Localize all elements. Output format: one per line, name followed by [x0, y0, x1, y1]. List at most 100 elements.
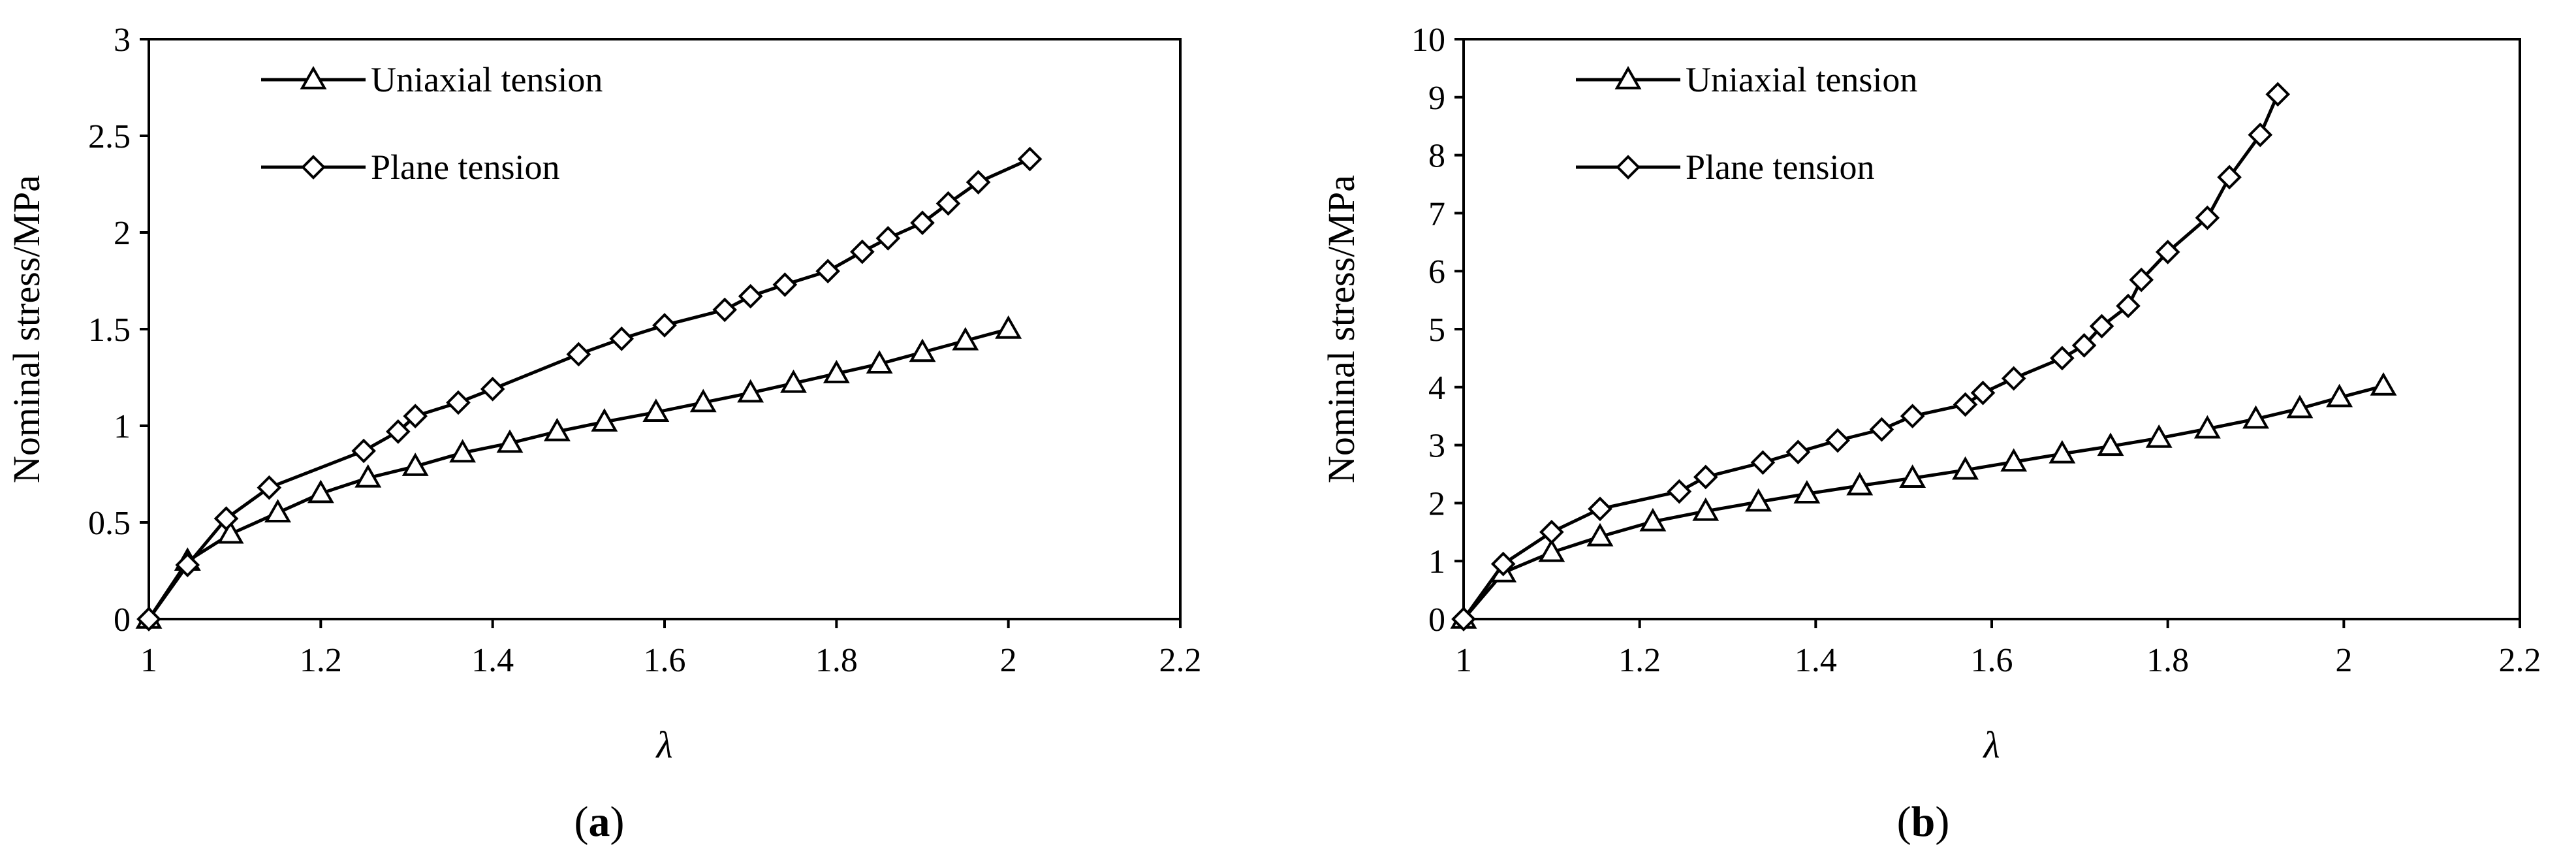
data-point [386, 419, 411, 444]
y-tick-label: 0 [114, 601, 131, 639]
panel-caption: (b) [1897, 798, 1950, 846]
data-point [2129, 267, 2154, 293]
data-point [591, 408, 618, 432]
y-tick-label: 1 [1428, 543, 1445, 581]
data-point [2001, 366, 2026, 391]
y-tick-label: 2 [114, 215, 131, 252]
data-point [2071, 333, 2097, 358]
data-point [257, 475, 282, 500]
series-line [1462, 93, 2280, 620]
series-uniaxial [135, 315, 1022, 629]
y-tick-label: 0 [1428, 601, 1445, 639]
data-point [2049, 439, 2076, 464]
panel-caption: (a) [574, 798, 625, 846]
y-tick-label: 4 [1428, 370, 1445, 407]
data-point [307, 479, 334, 503]
series-uniaxial [1450, 372, 2397, 629]
data-point [2326, 383, 2353, 407]
y-tick-label: 3 [1428, 428, 1445, 465]
legend-label: Uniaxial tension [371, 60, 603, 99]
y-tick-label: 0.5 [88, 505, 131, 542]
x-tick-label: 1.2 [1618, 642, 1661, 679]
data-point [875, 226, 901, 251]
y-tick-label: 8 [1428, 138, 1445, 175]
y-tick-label: 1 [114, 408, 131, 445]
y-tick-label: 5 [1428, 311, 1445, 349]
x-tick-label: 1.2 [300, 642, 342, 679]
data-point [609, 326, 634, 351]
data-point [264, 499, 291, 522]
y-tick-label: 1.5 [88, 311, 131, 349]
data-point [772, 272, 798, 297]
x-tick-label: 2 [2335, 642, 2352, 679]
data-point [815, 259, 840, 284]
data-point [2286, 394, 2314, 419]
data-point [712, 297, 737, 323]
series-plane [1451, 82, 2291, 631]
data-point [1451, 607, 1476, 631]
x-tick-label: 1.6 [1971, 642, 2013, 679]
data-point [966, 170, 991, 195]
y-tick-label: 3 [114, 22, 131, 59]
x-tick-label: 1.4 [471, 642, 514, 679]
series-line [147, 157, 1031, 620]
data-point [1952, 456, 1979, 480]
data-point [213, 506, 239, 531]
data-point [543, 417, 571, 441]
data-point [175, 552, 200, 577]
data-point [738, 283, 763, 309]
x-tick-label: 1.6 [644, 642, 686, 679]
chart-panel-1: 0 0.5 1 1.5 2 2.5 3 1 1.2 1.4 1.6 1.8 2 2.2 λ Nominal s… [5, 22, 1202, 846]
data-point [652, 313, 677, 338]
data-point [449, 439, 477, 463]
x-tick-label: 1.4 [1795, 642, 1837, 679]
x-tick-label: 1.8 [2146, 642, 2189, 679]
data-point [2193, 415, 2221, 439]
data-point [354, 464, 382, 488]
x-tick-label: 2.2 [1159, 642, 1202, 679]
data-point [1017, 146, 1043, 172]
legend-marker [1614, 65, 1642, 89]
y-axis-label: Nominal stress/MPa [1320, 175, 1362, 483]
data-point [2265, 82, 2291, 107]
x-tick-label: 2.2 [2499, 642, 2541, 679]
legend-label: Uniaxial tension [1686, 60, 1917, 99]
data-point [2050, 345, 2075, 371]
data-point [566, 342, 591, 367]
data-point [401, 453, 429, 476]
data-point [2195, 205, 2220, 231]
data-point [1900, 404, 1925, 429]
data-point [1490, 551, 1516, 577]
x-axis-label: λ [1982, 724, 2000, 766]
data-point [1785, 439, 1811, 465]
data-point [1793, 480, 1821, 503]
legend-label: Plane tension [371, 148, 559, 187]
y-tick-label: 10 [1411, 22, 1445, 59]
legend-entry: Uniaxial tension [1576, 60, 1917, 99]
legend-entry: Plane tension [1576, 148, 1874, 187]
data-point [909, 338, 936, 362]
data-point [1667, 479, 1692, 504]
data-point [1846, 471, 1874, 496]
data-point [737, 379, 764, 403]
data-point [780, 369, 807, 393]
legend-label: Plane tension [1686, 148, 1874, 187]
data-point [2089, 313, 2114, 339]
x-tick-label: 1 [1455, 642, 1472, 679]
y-tick-label: 2.5 [88, 118, 131, 155]
data-point [2242, 405, 2269, 429]
data-point [823, 360, 850, 383]
legend-marker [301, 155, 326, 180]
y-axis-label: Nominal stress/MPa [5, 175, 48, 483]
legend-entry: Plane tension [261, 148, 559, 187]
y-tick-label: 9 [1428, 80, 1445, 117]
data-point [689, 389, 717, 413]
data-point [351, 438, 376, 464]
data-point [496, 429, 524, 453]
data-point [2217, 165, 2242, 190]
legend-entry: Uniaxial tension [261, 60, 603, 99]
data-point [1869, 417, 1894, 442]
data-point [866, 350, 893, 374]
